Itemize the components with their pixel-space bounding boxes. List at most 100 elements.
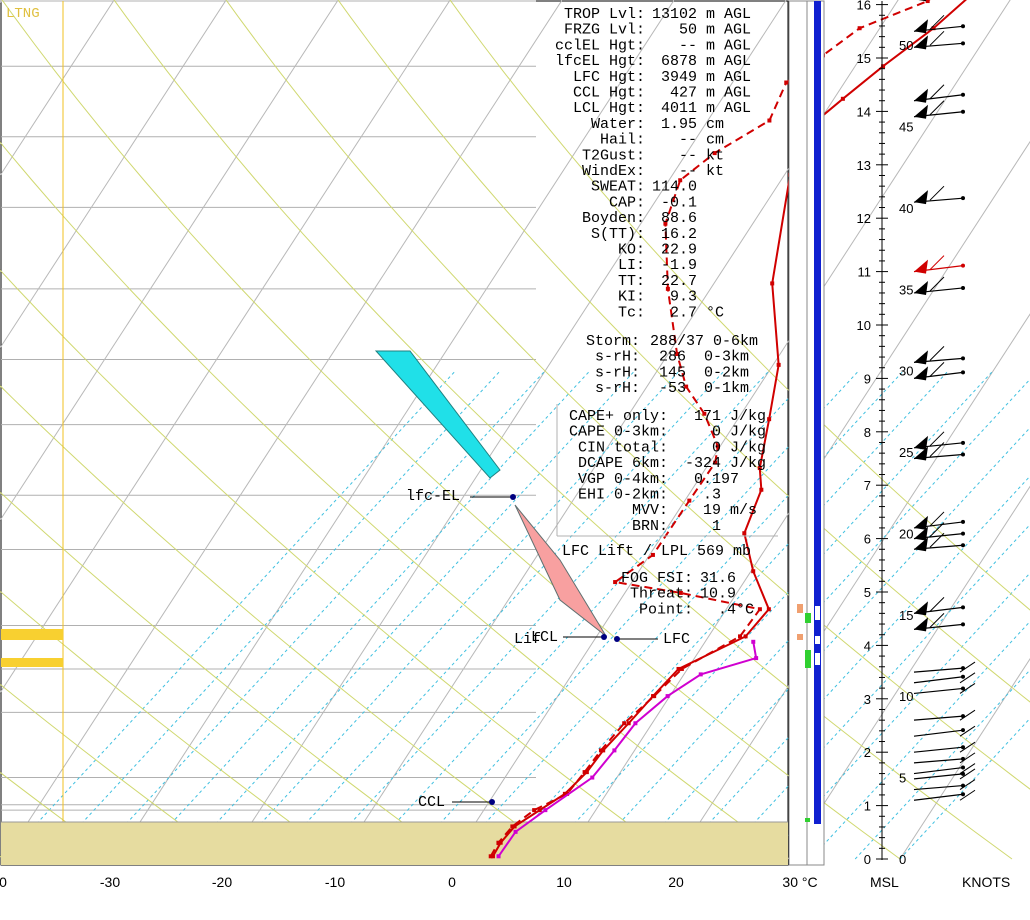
wind-barb-feather bbox=[929, 14, 945, 30]
wind-barb-dot bbox=[961, 356, 965, 361]
isotherm bbox=[899, 657, 1030, 860]
kft-tick-label: 20 bbox=[899, 526, 913, 541]
param-value: -- cm bbox=[652, 132, 724, 149]
wind-barb-pennant bbox=[914, 537, 928, 552]
wind-barb-feather bbox=[959, 779, 976, 790]
wind-barb-dot bbox=[961, 196, 965, 201]
dewpoint-point bbox=[715, 444, 720, 449]
wind-barb-staff bbox=[913, 784, 964, 791]
param-name: CCL Hgt: bbox=[573, 85, 645, 102]
wind-barb-dot bbox=[961, 745, 965, 750]
wind-barb-dot bbox=[961, 519, 965, 524]
wind-barb-feather bbox=[959, 672, 976, 684]
cape-value: .3 bbox=[676, 487, 721, 504]
km-tick-label: 9 bbox=[864, 371, 871, 386]
temperature-point bbox=[757, 466, 762, 471]
km-tick-label: 2 bbox=[864, 745, 871, 760]
param-value: 4011 m AGL bbox=[652, 100, 751, 117]
corner-label: LTNG bbox=[6, 6, 40, 22]
wind-barb-dot bbox=[961, 622, 965, 627]
mixing-ratio-line bbox=[3, 369, 457, 860]
x-tick-label: 10 bbox=[556, 874, 572, 890]
dry-adiabat bbox=[1, 0, 901, 860]
wind-barb-staff bbox=[913, 676, 964, 684]
km-tick-label: 12 bbox=[857, 211, 871, 226]
km-tick-label: 16 bbox=[857, 0, 871, 13]
km-tick-label: 11 bbox=[858, 265, 872, 280]
km-tick-label: 5 bbox=[864, 585, 871, 600]
param-name: TROP Lvl: bbox=[564, 6, 645, 23]
wind-barb-feather bbox=[959, 683, 976, 694]
param-value: 427 m AGL bbox=[652, 85, 751, 102]
dewpoint-point bbox=[622, 721, 627, 726]
fog-value: 31.6 bbox=[700, 570, 736, 587]
param-name: FRZG Lvl: bbox=[564, 22, 645, 39]
cloud-bar bbox=[814, 1, 821, 824]
dry-adiabat bbox=[0, 269, 677, 860]
wind-barb-feather bbox=[929, 442, 945, 457]
isotherm bbox=[451, 0, 1011, 860]
wind-barb-dot bbox=[961, 109, 965, 114]
temperature-point bbox=[743, 634, 748, 639]
km-tick-label: 7 bbox=[864, 478, 871, 493]
dewpoint-point bbox=[857, 26, 862, 31]
km-tick-label: 14 bbox=[857, 104, 871, 119]
cape-name: CAPE 0-3km: bbox=[569, 424, 668, 441]
parcel-point bbox=[633, 721, 638, 726]
cape-name: CAPE+ only: bbox=[569, 408, 668, 425]
dewpoint-point bbox=[679, 666, 684, 671]
dewpoint-point bbox=[650, 552, 655, 557]
wind-barb-dot bbox=[961, 543, 965, 548]
dewpoint-point bbox=[784, 80, 789, 85]
km-tick-label: 3 bbox=[864, 692, 871, 707]
lcl-label: LCL bbox=[531, 629, 558, 646]
mixing-ratio-line bbox=[272, 369, 726, 860]
temperature-point bbox=[512, 824, 517, 829]
wind-barb-dot bbox=[961, 92, 965, 97]
wind-barb-dot bbox=[961, 24, 965, 29]
param-name: KO: bbox=[618, 242, 645, 259]
mixing-ratio-line bbox=[541, 369, 994, 860]
param-value: 1.95 cm bbox=[652, 116, 724, 133]
dry-adiabat bbox=[337, 0, 1030, 703]
isotherm bbox=[787, 485, 1030, 860]
temperature-point bbox=[601, 748, 606, 753]
km-tick-label: 6 bbox=[864, 532, 871, 547]
parcel-point bbox=[590, 775, 595, 780]
dry-adiabat bbox=[0, 683, 229, 860]
wind-barb-feather bbox=[959, 789, 976, 801]
green-marker bbox=[805, 613, 811, 623]
param-name: WindEx: bbox=[582, 163, 645, 180]
dewpoint-point bbox=[613, 580, 618, 585]
cape-name: BRN: bbox=[632, 518, 668, 535]
fog-value: 10.9 bbox=[700, 586, 736, 603]
storm-name: s-rH: bbox=[595, 380, 640, 397]
wind-barb-feather bbox=[929, 613, 945, 628]
temperature-point bbox=[562, 791, 567, 796]
param-name: lfcEL Hgt: bbox=[555, 53, 645, 70]
x-tick-label: -10 bbox=[325, 874, 345, 890]
dewpoint-point bbox=[665, 286, 670, 291]
wind-barb-dot bbox=[961, 452, 965, 457]
isotherm bbox=[3, 0, 563, 860]
isotherm bbox=[115, 0, 675, 860]
lift-label: LFC Lift / LPL 569 mb bbox=[562, 543, 751, 560]
knots-label: KNOTS bbox=[962, 874, 1010, 890]
wind-barb-staff bbox=[913, 667, 964, 673]
wind-barb-dot bbox=[961, 41, 965, 46]
wind-barb-staff bbox=[913, 746, 964, 753]
ccl-label: CCL bbox=[418, 794, 445, 811]
wind-barb-pennant bbox=[914, 526, 928, 541]
wind-barb-feather bbox=[929, 431, 945, 447]
isotherm bbox=[563, 140, 1030, 860]
kft-tick-label: 50 bbox=[899, 38, 913, 53]
x-axis-labels: 0 -30 -20 -10 0 10 20 30 °C bbox=[0, 874, 818, 890]
isotherm bbox=[0, 0, 451, 694]
dewpoint-point bbox=[496, 840, 501, 845]
wind-barb-pennant bbox=[918, 0, 927, 2]
dry-adiabat bbox=[0, 590, 341, 860]
wind-barb-dot bbox=[961, 792, 965, 797]
param-value: 6878 m AGL bbox=[652, 53, 751, 70]
x-tick-label: 30 °C bbox=[782, 874, 817, 890]
